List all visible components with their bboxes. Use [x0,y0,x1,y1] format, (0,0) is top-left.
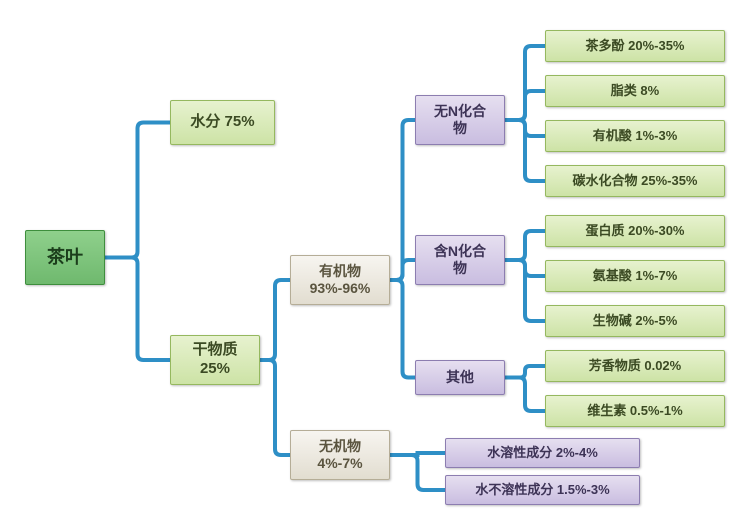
node-withN: 含N化合 物 [415,235,505,285]
node-other: 其他 [415,360,505,395]
node-l8: 芳香物质 0.02% [545,350,725,382]
node-inorganic: 无机物 4%-7% [290,430,390,480]
node-l9: 维生素 0.5%-1% [545,395,725,427]
node-root: 茶叶 [25,230,105,285]
node-organic: 有机物 93%-96% [290,255,390,305]
node-dry: 干物质 25% [170,335,260,385]
node-l2: 脂类 8% [545,75,725,107]
node-l11: 水不溶性成分 1.5%-3% [445,475,640,505]
node-l3: 有机酸 1%-3% [545,120,725,152]
node-l1: 茶多酚 20%-35% [545,30,725,62]
node-l6: 氨基酸 1%-7% [545,260,725,292]
node-l4: 碳水化合物 25%-35% [545,165,725,197]
node-l7: 生物碱 2%-5% [545,305,725,337]
node-l10: 水溶性成分 2%-4% [445,438,640,468]
node-water: 水分 75% [170,100,275,145]
node-noN: 无N化合 物 [415,95,505,145]
node-l5: 蛋白质 20%-30% [545,215,725,247]
